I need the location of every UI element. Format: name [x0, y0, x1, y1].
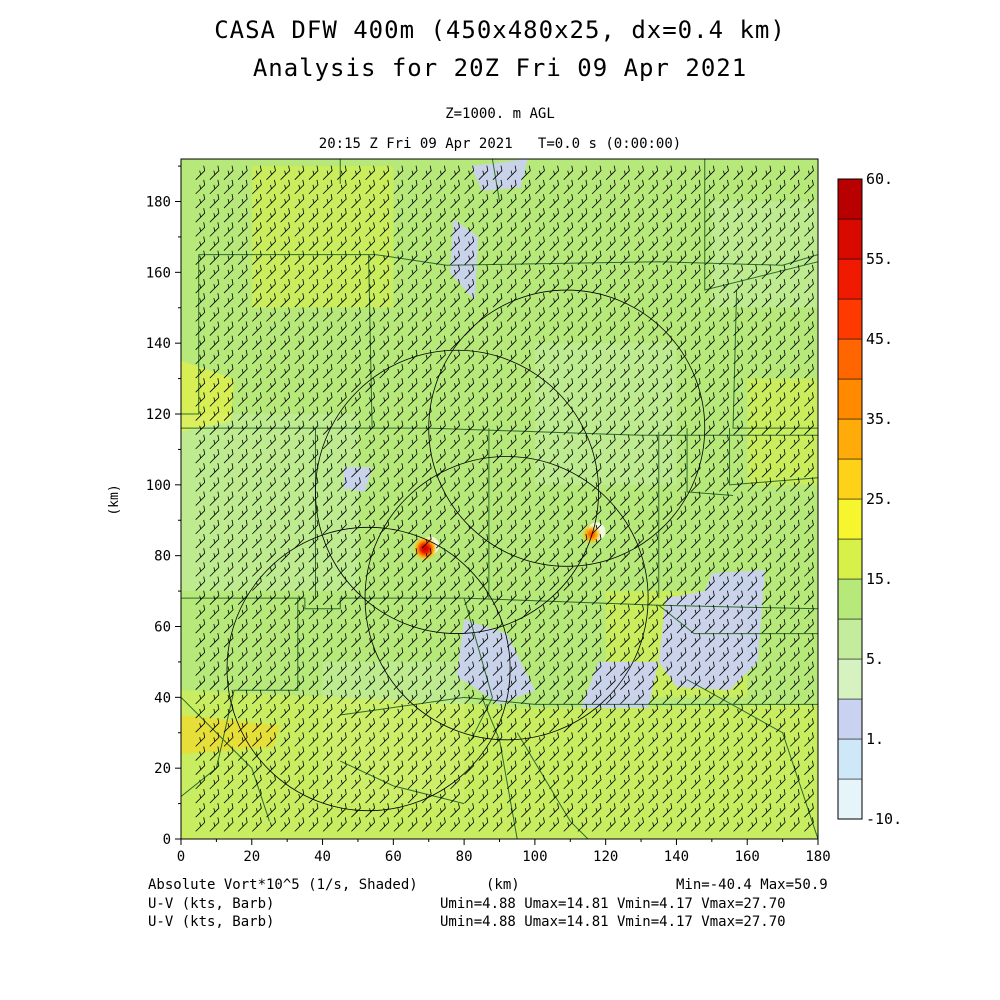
- county-boundary: [658, 604, 818, 635]
- y-tick-label: 0: [163, 832, 171, 848]
- colorbar-swatch: [837, 778, 863, 820]
- colorbar-label: 55.: [866, 250, 893, 268]
- colorbar-swatch: [837, 378, 863, 420]
- vorticity-patch: [181, 715, 281, 754]
- county-boundary: [516, 732, 589, 839]
- x-tick-label: 160: [735, 849, 760, 865]
- x-tick-label: 120: [593, 849, 618, 865]
- y-tick-label: 20: [154, 761, 171, 777]
- colorbar-swatch: [837, 458, 863, 500]
- y-tick-label: 180: [146, 195, 171, 211]
- colorbar-swatch: [837, 698, 863, 740]
- y-axis-label: (km): [107, 484, 122, 515]
- colorbar-label: 45.: [866, 330, 893, 348]
- colorbar-label: -10.: [866, 810, 902, 828]
- county-boundary: [463, 598, 493, 741]
- level-label: Z=1000. m AGL: [445, 106, 555, 122]
- x-tick-label: 80: [456, 849, 473, 865]
- colorbar-swatch: [837, 338, 863, 380]
- county-boundary: [732, 290, 818, 429]
- y-tick-label: 160: [146, 265, 171, 281]
- x-axis-unit: (km): [486, 877, 520, 893]
- colorbar-swatch: [837, 498, 863, 540]
- county-boundary: [368, 254, 373, 429]
- x-tick-label: 180: [805, 849, 830, 865]
- county-boundary: [686, 428, 734, 496]
- chart-subtitle: Analysis for 20Z Fri 09 Apr 2021: [252, 54, 748, 82]
- y-tick-label: 100: [146, 478, 171, 494]
- colorbar-swatch: [837, 218, 863, 260]
- colorbar-swatch: [837, 538, 863, 580]
- y-tick-label: 140: [146, 336, 171, 352]
- colorbar-swatch: [837, 738, 863, 780]
- radar-range-ring: [226, 526, 511, 812]
- x-tick-label: 100: [522, 849, 547, 865]
- y-tick-label: 80: [154, 549, 171, 565]
- colorbar-label: 15.: [866, 570, 893, 588]
- county-boundary: [729, 428, 818, 486]
- vorticity-max: [413, 536, 438, 561]
- vorticity-patch: [181, 690, 818, 839]
- x-tick-label: 140: [664, 849, 689, 865]
- colorbar-label: 1.: [866, 730, 884, 748]
- wind-barbs: [195, 165, 814, 832]
- county-boundary: [686, 679, 818, 839]
- colorbar-swatch: [837, 258, 863, 300]
- radar-range-ring: [364, 456, 649, 741]
- county-boundary: [181, 254, 200, 415]
- colorbar-swatch: [837, 178, 863, 220]
- vorticity-patch: [471, 159, 528, 191]
- wind-barb-field: [195, 165, 814, 832]
- field-label: Absolute Vort*10^5 (1/s, Shaded): [148, 877, 418, 893]
- barb-label-2: U-V (kts, Barb): [148, 914, 275, 930]
- barb-label-1: U-V (kts, Barb): [148, 896, 275, 912]
- county-boundary: [181, 597, 818, 610]
- min-max-label: Min=-40.4 Max=50.9: [676, 877, 828, 893]
- colorbar-swatch: [837, 418, 863, 460]
- barb-stats-2: Umin=4.88 Umax=14.81 Vmin=4.17 Vmax=27.7…: [440, 914, 786, 930]
- chart-title: CASA DFW 400m (450x480x25, dx=0.4 km): [214, 16, 786, 44]
- colorbar-swatch: [837, 298, 863, 340]
- vorticity-patch: [711, 201, 818, 308]
- colorbar-swatch: [837, 658, 863, 700]
- colorbar-frame: [837, 178, 863, 820]
- vorticity-patch: [449, 219, 479, 301]
- vorticity-patch: [747, 378, 818, 485]
- colorbar-swatch: [837, 578, 863, 620]
- time-label: 20:15 Z Fri 09 Apr 2021 T=0.0 s (0:00:00…: [318, 136, 682, 152]
- x-tick-label: 0: [177, 849, 185, 865]
- vorticity-patch: [343, 467, 373, 492]
- colorbar-label: 60.: [866, 170, 893, 188]
- colorbar-label: 35.: [866, 410, 893, 428]
- county-boundary: [491, 159, 500, 202]
- y-tick-label: 40: [154, 690, 171, 706]
- y-tick-label: 60: [154, 620, 171, 636]
- radar-range-ring: [315, 349, 599, 634]
- barb-stats-1: Umin=4.88 Umax=14.81 Vmin=4.17 Vmax=27.7…: [440, 896, 786, 912]
- y-tick-label: 120: [146, 407, 171, 423]
- colorbar-swatch: [837, 618, 863, 660]
- colorbar-label: 25.: [866, 490, 893, 508]
- x-tick-label: 40: [314, 849, 331, 865]
- county-boundary: [340, 760, 465, 805]
- colorbar-label: 5.: [866, 650, 884, 668]
- x-tick-label: 60: [385, 849, 402, 865]
- x-tick-label: 20: [243, 849, 260, 865]
